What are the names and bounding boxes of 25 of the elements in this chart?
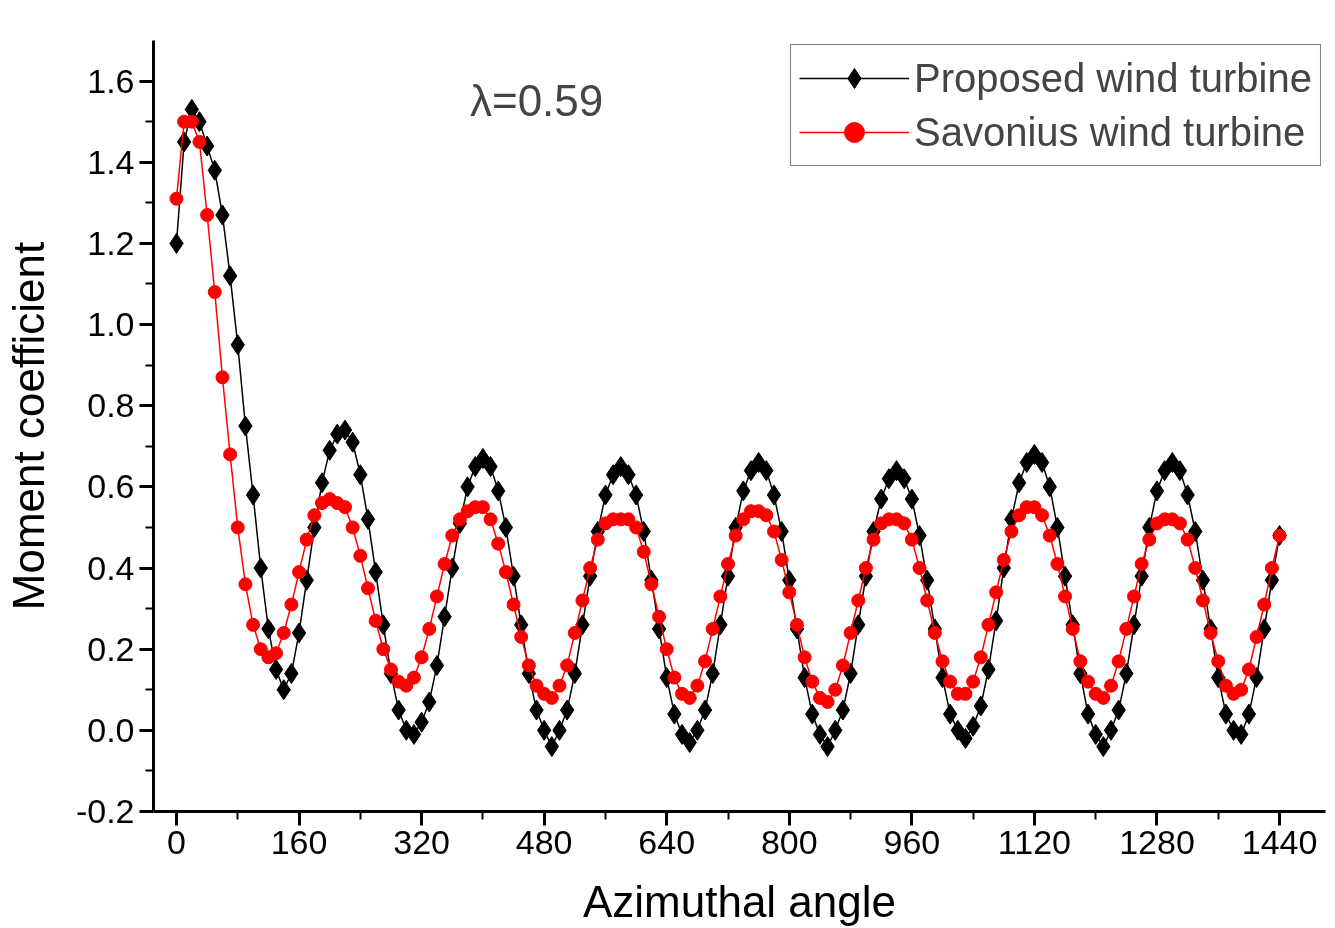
x-tick-label: 640	[638, 822, 696, 861]
legend-label: Proposed wind turbine	[913, 55, 1312, 101]
x-tick-label: 800	[760, 822, 818, 861]
x-tick-label: 480	[515, 822, 573, 861]
y-tick-label: 0.8	[87, 386, 135, 425]
x-axis-title: Azimuthal angle	[582, 876, 897, 926]
annotation: λ=0.59	[469, 76, 604, 126]
x-tick-label: 1280	[1119, 822, 1195, 861]
x-tick-label: 960	[883, 822, 941, 861]
y-tick-label: 0.0	[87, 710, 135, 749]
legend-label: Savonius wind turbine	[913, 109, 1306, 155]
x-tick-label: 0	[167, 822, 186, 861]
x-tick-label: 160	[270, 822, 328, 861]
y-tick-label: 1.6	[87, 61, 135, 100]
y-tick-label: 0.2	[87, 629, 135, 668]
y-tick-label: 1.2	[87, 223, 135, 262]
y-tick-label: 0.4	[87, 548, 135, 587]
y-tick-label: 0.6	[87, 467, 135, 506]
y-tick-label: -0.2	[75, 792, 135, 830]
y-tick-label: 1.0	[87, 305, 135, 344]
x-tick-label: 320	[393, 822, 450, 861]
x-tick-label: 1120	[997, 822, 1071, 861]
y-axis-title: Moment coefficient	[3, 241, 53, 611]
y-tick-label: 1.4	[87, 142, 135, 181]
x-tick-label: 1440	[1241, 822, 1318, 861]
